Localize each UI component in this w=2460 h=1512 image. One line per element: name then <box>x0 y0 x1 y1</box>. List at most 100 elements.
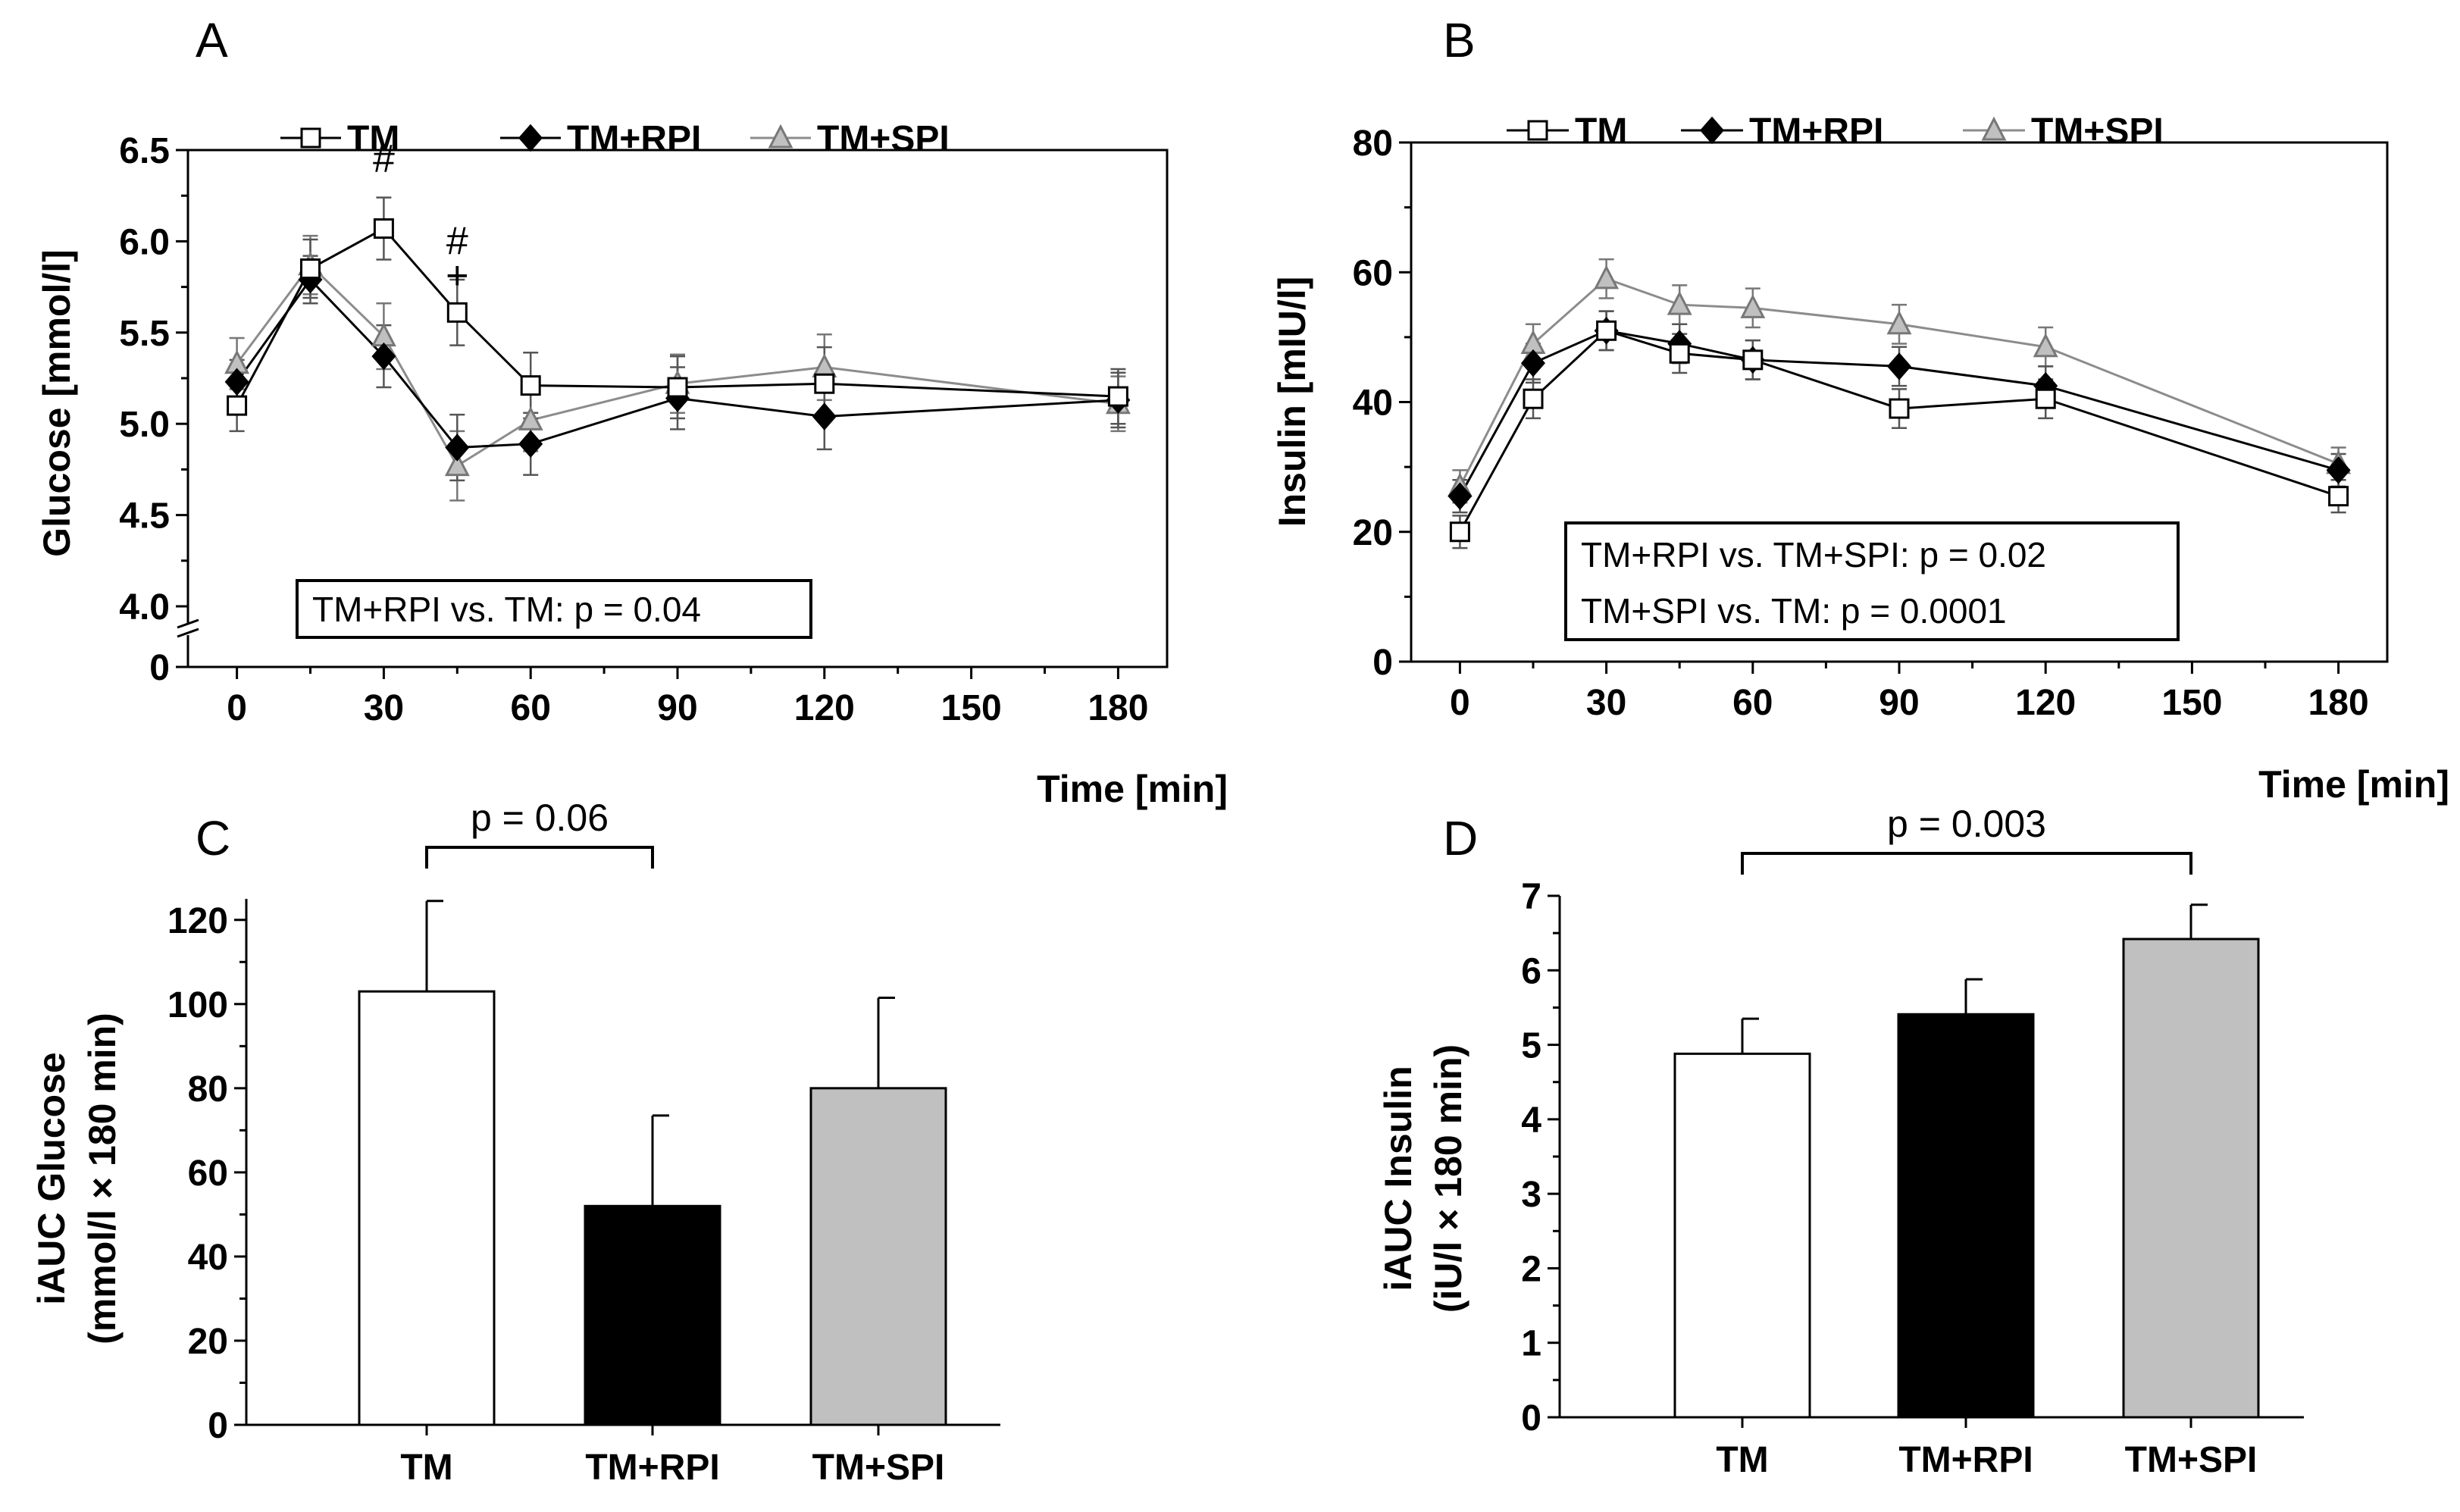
panel-d-y-tick-label-5: 5 <box>1521 1026 1541 1066</box>
panel-a-y-zero-label: 0 <box>149 648 170 688</box>
panel-b-legend: TM TM+RPI TM+SPI <box>1507 111 2164 152</box>
panel-b-y-tick-label-0: 0 <box>1372 643 1393 683</box>
panel-c-bar-tm-rpi <box>584 1204 721 1426</box>
panel-a-legend-label-tm-spi: TM+SPI <box>817 119 950 159</box>
panel-a-point-tm-spi-4 <box>518 406 543 430</box>
panel-b-x-tick-label-6: 180 <box>2308 683 2369 723</box>
panel-a-legend: TM TM+RPI TM+SPI <box>280 119 950 159</box>
panel-a-point-tm-spi-3 <box>444 452 470 477</box>
panel-b-legend-marker-tm-spi <box>1981 116 2007 141</box>
panel-c-axes: 0 20 40 60 80 100 120 TM TM+RPI TM+SPI <box>167 899 1000 1488</box>
panel-b-y-tick-label-4: 80 <box>1353 124 1393 164</box>
panel-b-point-tm-rpi-0 <box>1448 482 1473 510</box>
panel-a-x-tick-label-2: 60 <box>511 688 551 728</box>
panel-b-x-tick-label-0: 0 <box>1450 683 1470 723</box>
panel-b-x-axis-title: Time [min] <box>2258 763 2449 806</box>
panel-d-y-tick-label-7: 7 <box>1521 877 1541 917</box>
panel-a-series-line-tm-rpi <box>236 277 1119 449</box>
panel-d-y-tick-label-6: 6 <box>1521 951 1541 991</box>
panel-d-y-tick-label-2: 2 <box>1521 1249 1541 1289</box>
panel-b-data <box>1447 258 2352 549</box>
panel-c-y-tick-label-1: 20 <box>188 1322 228 1362</box>
panel-a-point-tm-3 <box>446 302 468 323</box>
panel-a-point-tm-spi-6 <box>812 353 837 378</box>
panel-b-point-tm-spi-2 <box>1594 265 1620 290</box>
panel-c-significance-bracket <box>425 846 654 869</box>
panel-a-point-tm-rpi-2 <box>371 342 396 371</box>
panel-c-y-tick-label-5: 100 <box>167 985 228 1025</box>
panel-a-point-tm-4 <box>520 375 541 396</box>
panel-c-category-label-tm: TM <box>400 1448 452 1488</box>
panel-a-point-tm-5 <box>667 377 688 398</box>
panel-b-point-tm-rpi-7 <box>2326 456 2351 484</box>
panel-a-y-tick-label-3: 5.5 <box>119 314 170 354</box>
panel-a-legend-label-tm: TM <box>347 119 399 159</box>
panel-a-y-tick-label-0: 4.0 <box>119 587 170 628</box>
panel-b-point-tm-0 <box>1449 521 1470 543</box>
panel-b-insulin-chart: B 0 30 60 90 120 150 180 0 20 40 60 80 TM TM+RPI TM+S… <box>1271 13 2449 806</box>
panel-a-x-axis-title: Time [min] <box>1037 768 1228 810</box>
panel-d-category-label-tm: TM <box>1716 1440 1768 1480</box>
panel-a-x-tick-label-1: 30 <box>364 688 404 728</box>
panel-b-x-tick-label-3: 90 <box>1879 683 1919 723</box>
panel-b-series-line-tm-rpi <box>1459 329 2340 497</box>
panel-a-legend-label-tm-rpi: TM+RPI <box>567 119 701 159</box>
panel-c-glucose-iauc-chart: C 0 20 40 60 80 100 120 TM TM+RPI TM+SPI p = 0.06… <box>30 797 1000 1488</box>
panel-a-point-tm-rpi-0 <box>224 368 249 396</box>
panel-b-y-tick-label-2: 40 <box>1353 383 1393 424</box>
panel-d-data: p = 0.003 <box>1673 803 2260 1419</box>
panel-a-x-tick-label-0: 0 <box>227 688 247 728</box>
panel-a-significance-mark-0: # <box>373 137 395 181</box>
panel-a-data: ##+ <box>224 137 1131 502</box>
panel-c-y-tick-label-0: 0 <box>208 1406 228 1446</box>
panel-c-y-axis-title-line-1: iAUC Glucose <box>30 1052 73 1304</box>
panel-b-point-tm-spi-5 <box>1886 310 1912 335</box>
panel-a-significance-mark-1: # <box>446 219 468 263</box>
panel-a-x-tick-label-6: 180 <box>1088 688 1148 728</box>
panel-b-axes: 0 30 60 90 120 150 180 0 20 40 60 80 <box>1353 124 2389 723</box>
panel-b-point-tm-2 <box>1596 320 1617 341</box>
panel-a-point-tm-6 <box>814 373 835 394</box>
panel-b-point-tm-rpi-5 <box>1887 352 1911 380</box>
panel-b-x-tick-label-2: 60 <box>1732 683 1773 723</box>
panel-c-y-tick-label-2: 40 <box>188 1238 228 1278</box>
panel-a-stats-line-1: TM+RPI vs. TM: p = 0.04 <box>312 590 701 629</box>
panel-a-point-tm-rpi-3 <box>445 434 470 462</box>
panel-a-y-tick-label-1: 4.5 <box>119 496 170 537</box>
panel-d-y-tick-label-0: 0 <box>1521 1398 1541 1438</box>
panel-a-x-tick-label-5: 150 <box>941 688 1002 728</box>
panel-b-point-tm-spi-4 <box>1740 294 1766 318</box>
panel-a-y-tick-label-5: 6.5 <box>119 131 170 171</box>
panel-a-y-tick-label-2: 5.0 <box>119 405 170 445</box>
panel-b-legend-label-tm-spi: TM+SPI <box>2031 111 2164 152</box>
panel-a-axis-break-slash-1 <box>177 618 199 629</box>
panel-a-series-line-tm-spi <box>236 263 1119 468</box>
panel-c-bar-tm-spi <box>809 1087 947 1426</box>
panel-c-y-axis-title-line-2: (mmol/l × 180 min) <box>81 1013 124 1345</box>
panel-b-y-tick-label-3: 60 <box>1353 253 1393 293</box>
panel-b-point-tm-spi-6 <box>2033 333 2058 358</box>
panel-b-point-tm-spi-3 <box>1667 290 1692 315</box>
panel-b-series-line-tm-spi <box>1459 277 2340 487</box>
panel-b-x-tick-label-5: 150 <box>2161 683 2222 723</box>
panel-b-point-tm-rpi-1 <box>1521 349 1545 377</box>
panel-b-point-tm-5 <box>1889 398 1910 419</box>
panel-a-x-tick-label-3: 90 <box>657 688 697 728</box>
panel-a-legend-marker-tm-rpi <box>518 124 543 152</box>
panel-d-bar-tm <box>1673 1052 1811 1419</box>
panel-b-legend-label-tm-rpi: TM+RPI <box>1749 111 1883 152</box>
panel-d-category-label-tm-rpi: TM+RPI <box>1898 1440 2033 1480</box>
panel-d-letter: D <box>1443 811 1478 866</box>
panel-b-stats-line-1: TM+RPI vs. TM+SPI: p = 0.02 <box>1581 535 2046 574</box>
panel-b-x-tick-label-4: 120 <box>2015 683 2076 723</box>
panel-c-bar-tm <box>358 990 496 1426</box>
panel-a-y-tick-label-4: 6.0 <box>119 222 170 262</box>
panel-a-series-line-tm <box>236 227 1119 406</box>
panel-d-y-axis-title-line-2: (iU/l × 180 min) <box>1427 1044 1469 1313</box>
panel-d-y-axis-title-line-1: iAUC Insulin <box>1377 1066 1419 1291</box>
panel-b-point-tm-7 <box>2328 486 2349 507</box>
panel-a-point-tm-2 <box>373 218 394 239</box>
panel-b-x-tick-label-1: 30 <box>1586 683 1626 723</box>
panel-b-legend-marker-tm-rpi <box>1700 116 1724 145</box>
